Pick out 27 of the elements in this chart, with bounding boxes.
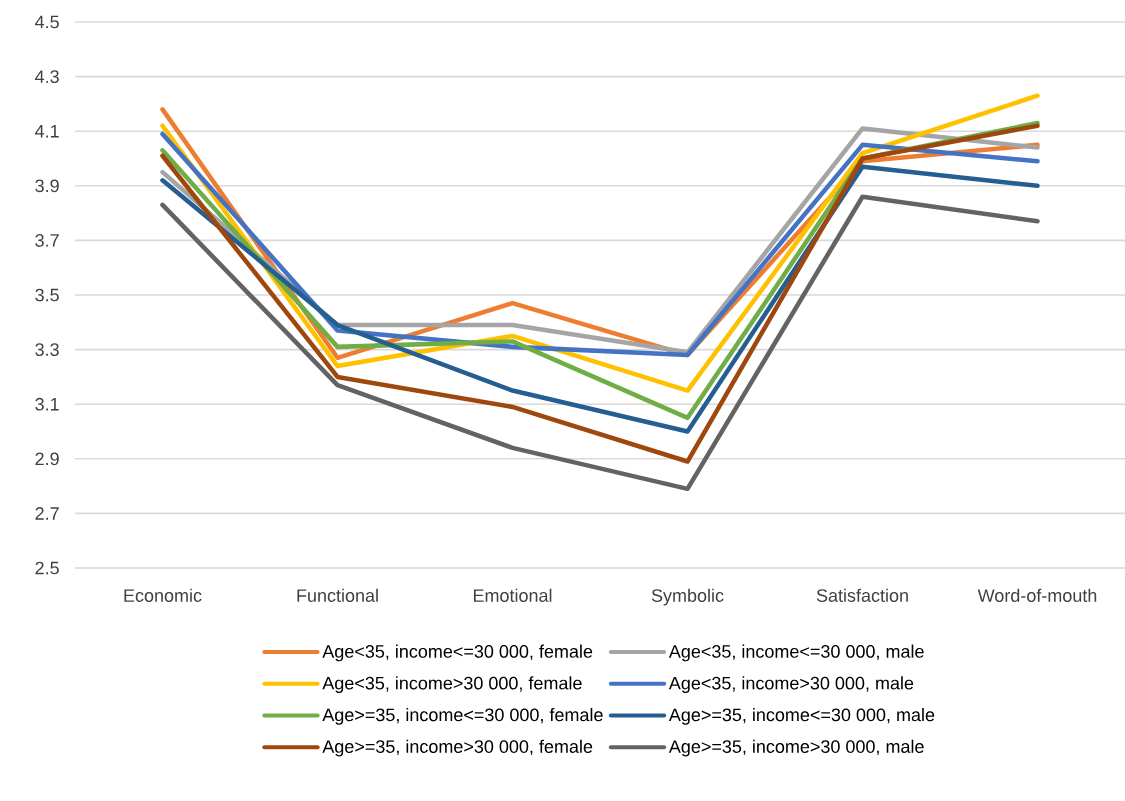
legend-label: Age>=35, income>30 000, female [322,739,593,757]
y-tick-label: 4.5 [35,15,59,29]
legend-label: Age>=35, income<=30 000, female [322,708,603,725]
x-tick-label: Emotional [473,588,552,602]
y-tick-label: 2.7 [35,507,59,520]
line-series [160,194,1040,492]
y-tick-label: 4.3 [35,70,59,83]
y-tick-label: 3.9 [35,179,59,193]
y-tick-label: 2.5 [35,561,59,575]
legend-label: Age<35, income>30 000, male [668,676,914,694]
y-tick-label: 4.1 [35,125,59,138]
y-tick-label: 3.7 [35,234,59,247]
y-tick-label: 3.1 [35,397,59,411]
legend-label: Age<35, income<=30 000, female [322,644,593,662]
x-tick-label: Word-of-mouth [977,588,1097,602]
legend-label: Age>=35, income<=30 000, male [668,708,935,725]
y-tick-label: 3.5 [35,288,59,302]
legend-label: Age<35, income<=30 000, male [668,644,924,662]
x-tick-label: Symbolic [651,588,724,606]
line-series [160,164,1040,434]
legend-label: Age<35, income>30 000, female [322,676,582,694]
y-tick-label: 3.3 [35,343,59,356]
x-tick-label: Economic [124,588,202,602]
y-tick-label: 2.9 [35,452,59,466]
legend-label: Age>=35, income>30 000, male [668,739,924,757]
x-tick-label: Satisfaction [816,588,908,602]
x-tick-label: Functional [297,588,378,602]
